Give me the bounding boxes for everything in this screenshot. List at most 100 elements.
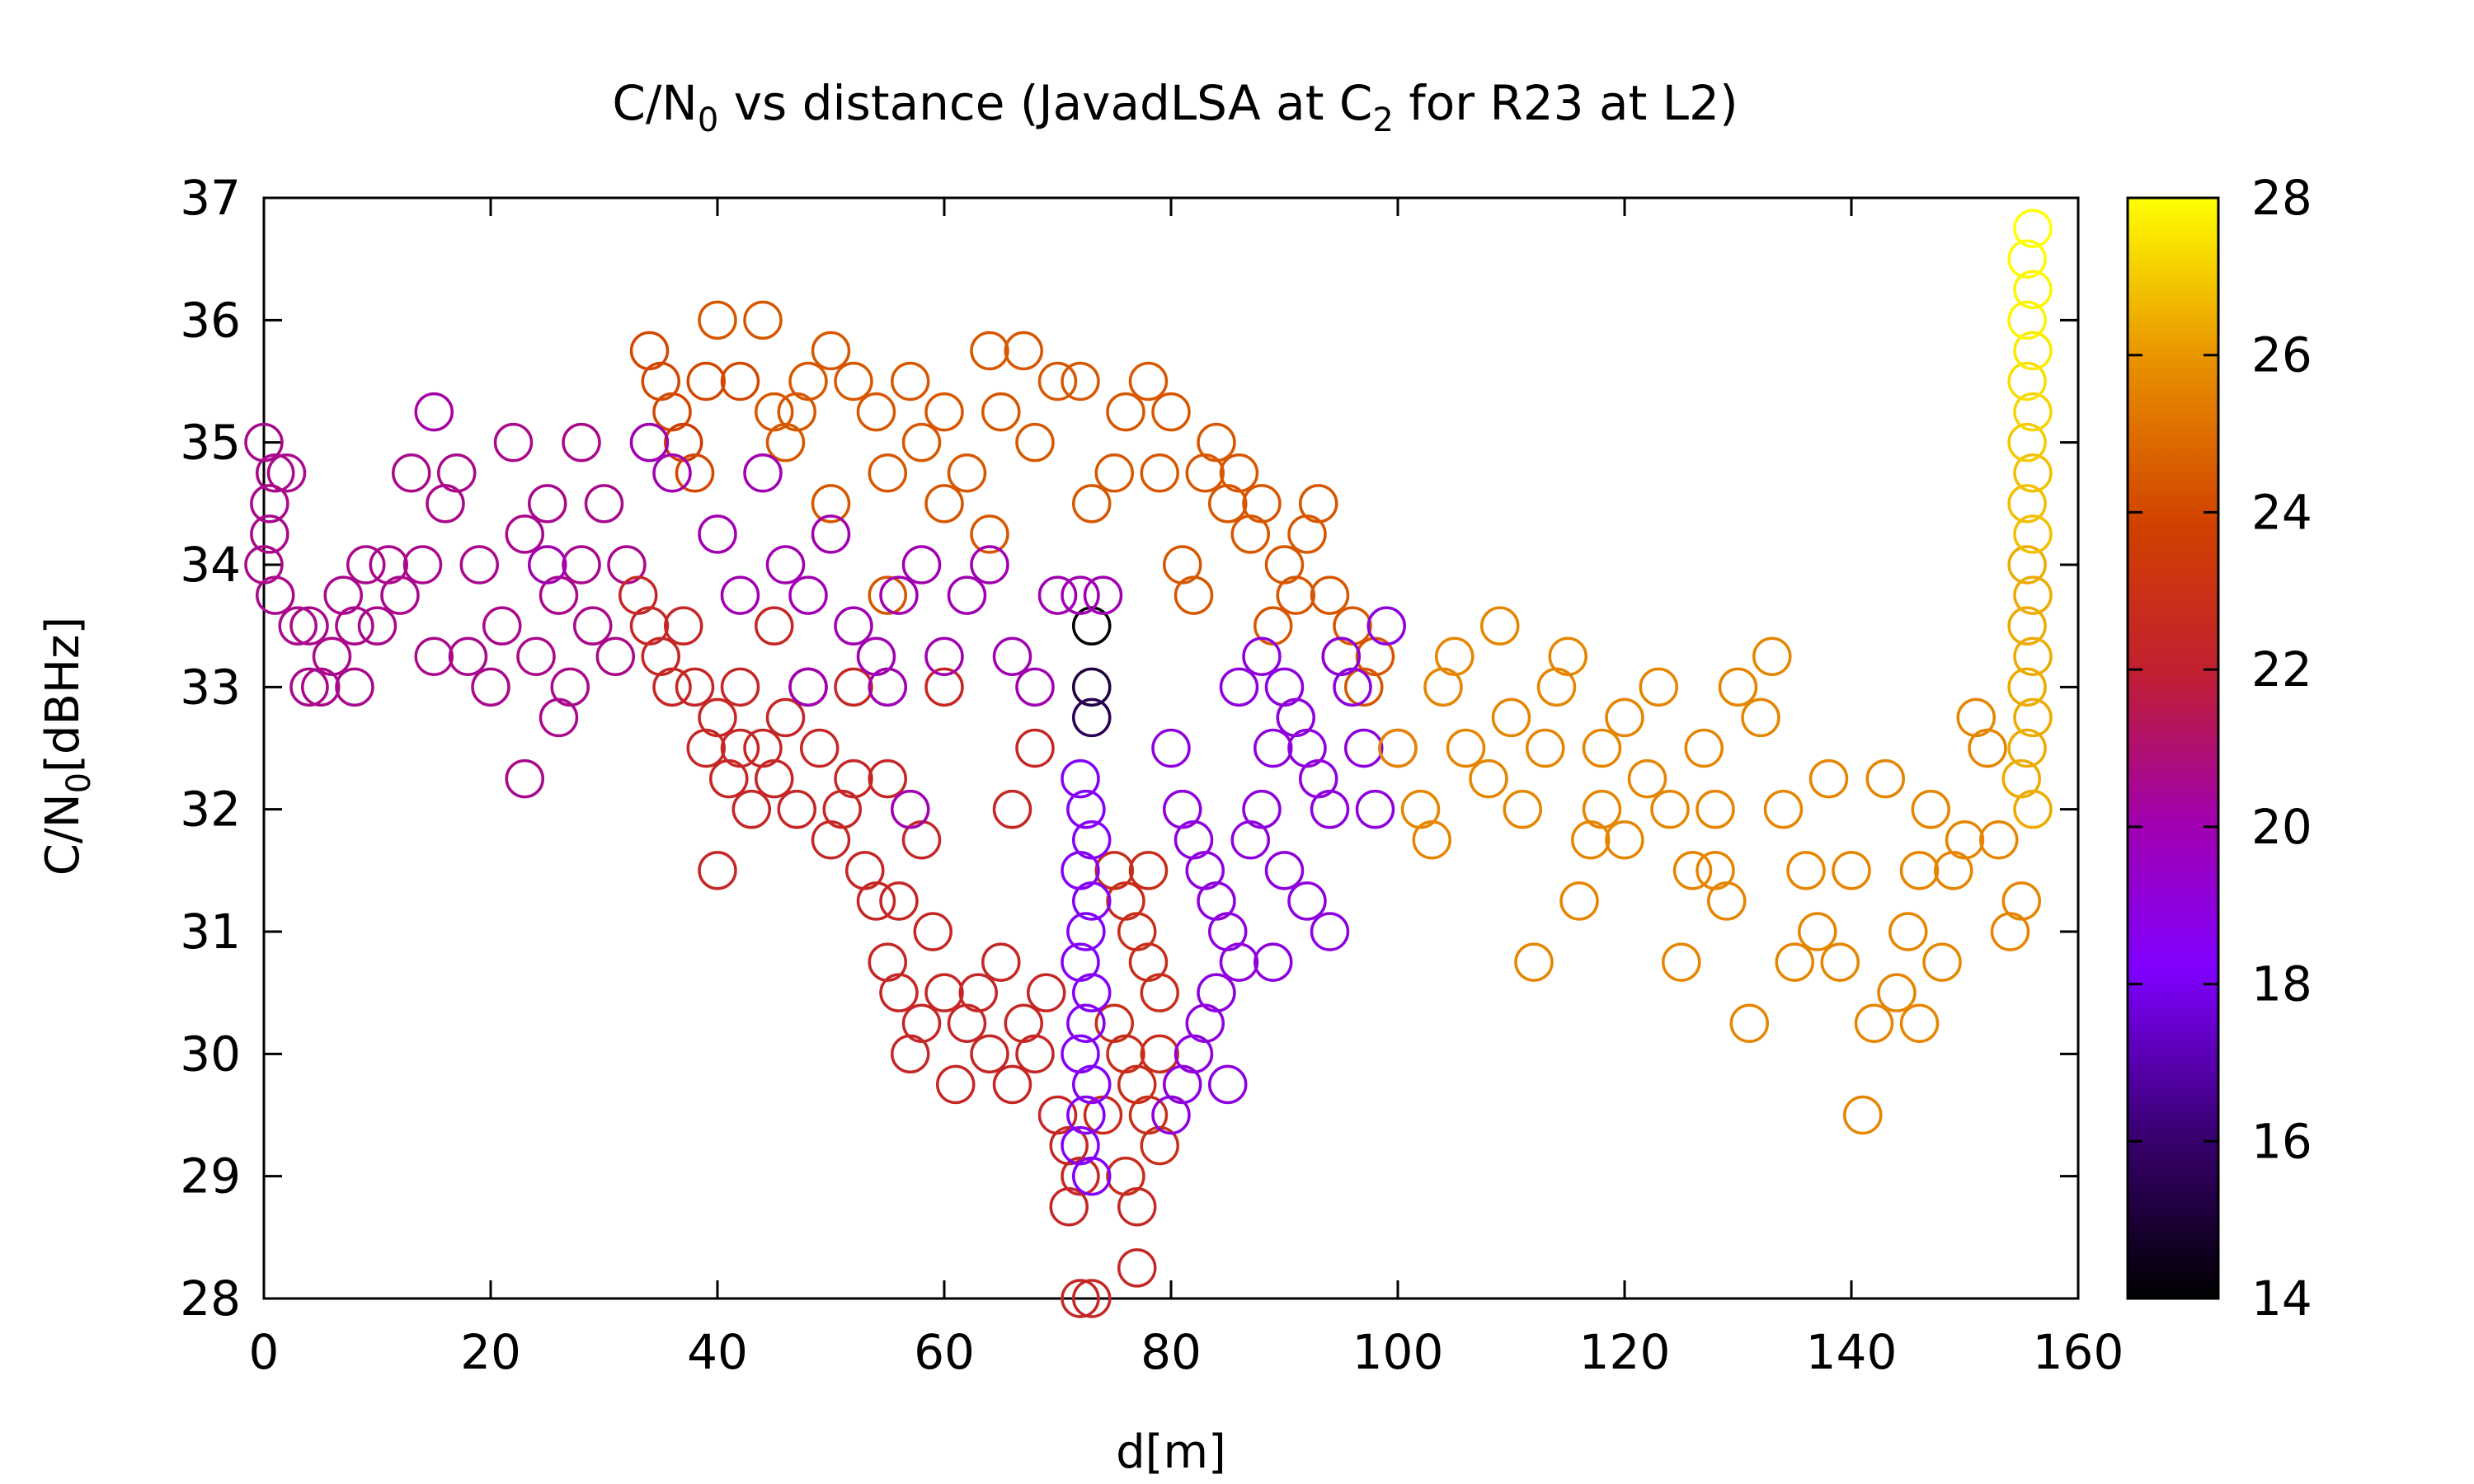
data-point <box>1219 942 1259 982</box>
x-axis-title: d[m] <box>1116 1425 1226 1479</box>
data-points <box>244 209 2053 1318</box>
data-point <box>1945 820 1985 860</box>
data-point <box>2007 728 2047 768</box>
data-point <box>1696 789 1735 829</box>
data-point <box>777 789 816 829</box>
data-point <box>289 667 329 707</box>
y-title-rest: [dBHz] <box>36 617 90 773</box>
data-point <box>1355 789 1395 829</box>
data-point <box>1922 942 1962 982</box>
data-point <box>1083 575 1123 615</box>
data-point <box>505 758 544 799</box>
data-point <box>1219 667 1259 707</box>
data-point <box>1672 851 1713 890</box>
title-mid-sub: 2 <box>1372 101 1393 139</box>
data-point <box>1072 1279 1112 1318</box>
data-point <box>924 667 964 707</box>
y-tick-label: 31 <box>180 904 241 960</box>
data-point <box>811 514 851 554</box>
data-point <box>1627 758 1667 799</box>
data-point <box>970 545 1009 585</box>
data-point <box>868 758 907 799</box>
data-point <box>765 545 806 585</box>
data-point <box>1310 912 1350 951</box>
data-point <box>1066 1003 1106 1043</box>
data-point <box>1015 667 1055 707</box>
data-point <box>1605 697 1644 738</box>
data-point <box>2007 239 2047 279</box>
data-point <box>981 942 1021 982</box>
data-point <box>924 973 964 1012</box>
data-point <box>834 606 873 646</box>
x-tick-label: 120 <box>1579 1324 1671 1380</box>
data-point <box>834 361 873 402</box>
data-point <box>1366 606 1406 646</box>
data-point <box>1911 789 1950 829</box>
data-point <box>879 575 919 615</box>
colorbar-ticks: 14 16 18 20 22 24 26 28 <box>2128 170 2312 1327</box>
data-point <box>595 636 635 676</box>
data-point <box>2007 545 2047 585</box>
data-point <box>891 361 930 402</box>
data-point <box>2007 667 2047 707</box>
data-point <box>2013 331 2053 371</box>
data-point <box>788 667 828 707</box>
data-point <box>901 422 942 463</box>
data-point <box>686 361 726 402</box>
colorbar-tick-label: 24 <box>2251 484 2312 540</box>
data-point <box>1526 728 1565 768</box>
data-point <box>947 453 987 493</box>
y-title-main: C/N <box>36 793 90 876</box>
data-point <box>482 606 522 646</box>
data-point <box>924 392 964 432</box>
data-point <box>788 575 828 615</box>
data-point <box>755 758 794 799</box>
data-point <box>459 545 499 585</box>
data-point <box>2001 881 2041 921</box>
data-point <box>901 545 942 585</box>
data-point <box>1582 728 1622 768</box>
colorbar-tick-label: 22 <box>2251 641 2312 697</box>
data-point <box>1072 973 1112 1012</box>
data-point <box>2013 453 2053 493</box>
colorbar-tick-label: 18 <box>2251 956 2312 1012</box>
data-point <box>936 1064 976 1105</box>
data-point <box>1027 973 1066 1012</box>
data-point <box>1242 636 1282 676</box>
data-point <box>698 851 737 890</box>
data-point <box>505 514 544 554</box>
data-point <box>573 606 613 646</box>
data-point <box>1344 728 1384 768</box>
data-point <box>856 881 896 921</box>
y-title-sub: 0 <box>60 773 98 793</box>
data-point <box>1037 575 1078 615</box>
data-point <box>1061 758 1100 799</box>
title-pre: C/N <box>612 75 697 131</box>
data-point <box>1763 789 1804 829</box>
data-point <box>992 789 1032 829</box>
data-point <box>1174 575 1214 615</box>
data-point <box>879 973 919 1012</box>
data-point <box>743 453 783 493</box>
data-point <box>2007 484 2047 524</box>
data-point <box>1877 973 1917 1012</box>
data-point <box>1446 728 1486 768</box>
data-point <box>1066 1095 1106 1135</box>
colorbar-tick-label: 26 <box>2251 327 2312 383</box>
data-point <box>720 728 760 768</box>
data-point <box>664 606 703 646</box>
data-point <box>471 667 510 707</box>
data-point <box>1775 942 1814 982</box>
data-point <box>2007 606 2047 646</box>
data-point <box>1412 820 1451 860</box>
data-point <box>1072 1156 1112 1196</box>
data-point <box>1310 575 1350 615</box>
data-point <box>1140 1034 1179 1074</box>
data-point <box>868 453 907 493</box>
data-point <box>1503 789 1542 829</box>
data-point <box>1865 758 1905 799</box>
data-point <box>698 514 737 554</box>
data-point <box>1299 484 1338 524</box>
data-point <box>1662 942 1701 982</box>
